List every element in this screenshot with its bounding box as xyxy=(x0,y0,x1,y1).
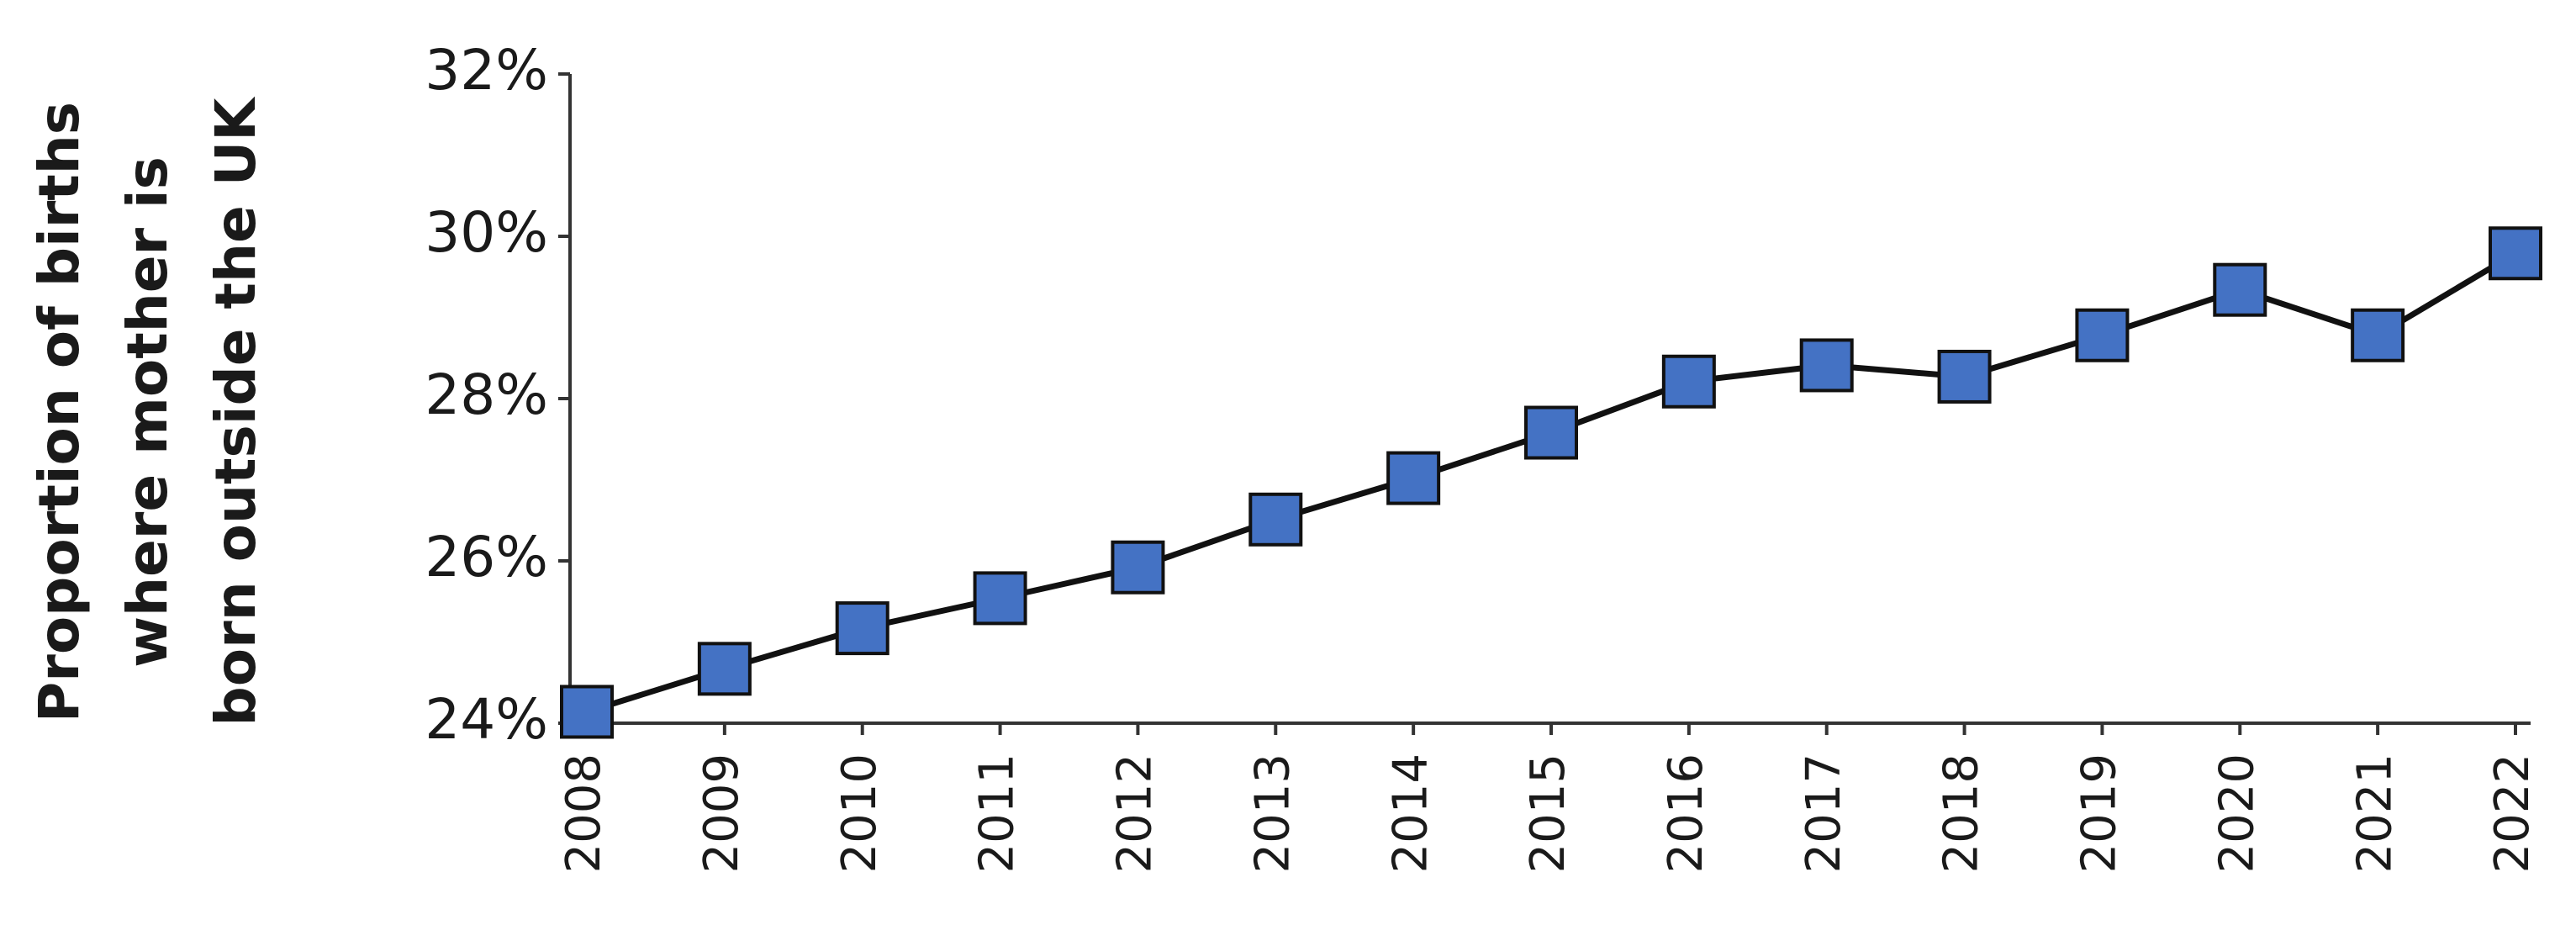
y-axis-label: Proportion of births xyxy=(27,102,92,722)
x-tick-label: 2013 xyxy=(1245,753,1300,874)
x-tick-label: 2017 xyxy=(1797,753,1851,874)
x-tick-label: 2011 xyxy=(970,753,1025,874)
x-tick-label: 2016 xyxy=(1659,753,1713,874)
x-tick-label: 2022 xyxy=(2485,753,2540,874)
x-tick-label: 2009 xyxy=(694,753,749,874)
data-marker xyxy=(1661,354,1716,409)
y-tick-label: 24% xyxy=(425,687,548,752)
data-marker xyxy=(2351,308,2405,362)
data-marker xyxy=(973,571,1027,626)
data-marker xyxy=(1386,451,1441,505)
x-tick-label: 2012 xyxy=(1108,753,1163,874)
data-marker xyxy=(1524,405,1578,460)
x-tick-label: 2010 xyxy=(832,753,887,874)
y-tick-label: 28% xyxy=(425,362,548,427)
data-marker xyxy=(560,684,614,739)
data-marker xyxy=(2213,262,2267,317)
data-marker xyxy=(1248,492,1303,547)
data-marker xyxy=(835,601,889,656)
x-tick-label: 2014 xyxy=(1383,753,1438,874)
y-tick-label: 26% xyxy=(425,525,548,589)
x-tick-label: 2015 xyxy=(1521,753,1576,874)
data-marker xyxy=(2075,308,2130,362)
data-marker xyxy=(1799,338,1854,393)
x-tick-label: 2019 xyxy=(2072,753,2127,874)
data-marker xyxy=(1111,540,1165,595)
y-tick-label: 32% xyxy=(425,38,548,103)
x-tick-label: 2008 xyxy=(557,753,611,874)
y-tick-label: 30% xyxy=(425,200,548,265)
y-axis-label: where mother is xyxy=(115,156,180,668)
x-tick-label: 2020 xyxy=(2209,753,2264,874)
data-marker xyxy=(697,642,752,696)
data-marker xyxy=(2489,226,2542,281)
x-tick-label: 2018 xyxy=(1935,753,1989,874)
data-marker xyxy=(1937,349,1992,404)
y-axis-label: born outside the UK xyxy=(203,96,268,727)
x-tick-label: 2021 xyxy=(2347,753,2402,874)
